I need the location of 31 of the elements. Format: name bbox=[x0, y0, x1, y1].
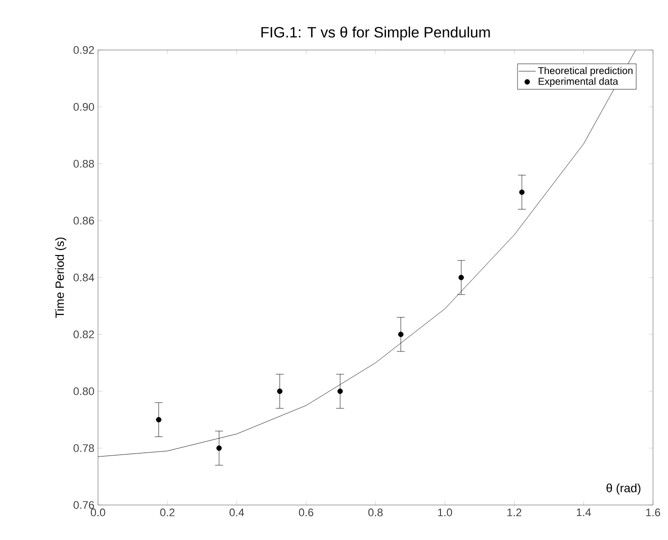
point bbox=[458, 274, 464, 280]
point bbox=[156, 416, 162, 422]
x-tick-label: 1.0 bbox=[438, 508, 452, 516]
y-tick-label: 0.82 bbox=[74, 330, 94, 338]
y-tick-label: 0.76 bbox=[74, 501, 94, 509]
x-tick-label: 0.8 bbox=[368, 508, 383, 516]
line-series bbox=[98, 50, 636, 457]
y-tick-label: 0.92 bbox=[74, 46, 94, 54]
x-tick-label: 0.4 bbox=[230, 508, 244, 516]
x-tick-label: 0.0 bbox=[90, 508, 106, 516]
x-tick-label: 1.2 bbox=[507, 508, 522, 516]
y-tick-label: 0.80 bbox=[74, 387, 94, 396]
x-axis-title: θ (rad) bbox=[606, 484, 640, 495]
x-tick-label: 1.4 bbox=[576, 508, 591, 516]
chart-title: FIG.1: T vs θ for Simple Pendulum bbox=[261, 26, 490, 40]
x-tick-label: 0.6 bbox=[298, 508, 314, 516]
point bbox=[277, 388, 282, 394]
y-tick-label: 0.86 bbox=[74, 216, 94, 225]
y-tick-label: 0.90 bbox=[74, 103, 94, 111]
y-tick-label: 0.84 bbox=[74, 274, 94, 282]
point bbox=[398, 332, 404, 338]
x-tick-label: 0.2 bbox=[160, 508, 174, 516]
point bbox=[337, 388, 343, 394]
legend-label: Experimental data bbox=[538, 78, 618, 87]
x-tick-label: 1.6 bbox=[646, 508, 660, 516]
y-tick-label: 0.78 bbox=[74, 444, 94, 452]
y-axis-title: Time Period (s) bbox=[55, 238, 66, 318]
legend-label: Theoretical prediction bbox=[538, 66, 632, 76]
point bbox=[519, 189, 525, 195]
y-tick-label: 0.88 bbox=[74, 160, 94, 168]
point bbox=[216, 445, 222, 451]
